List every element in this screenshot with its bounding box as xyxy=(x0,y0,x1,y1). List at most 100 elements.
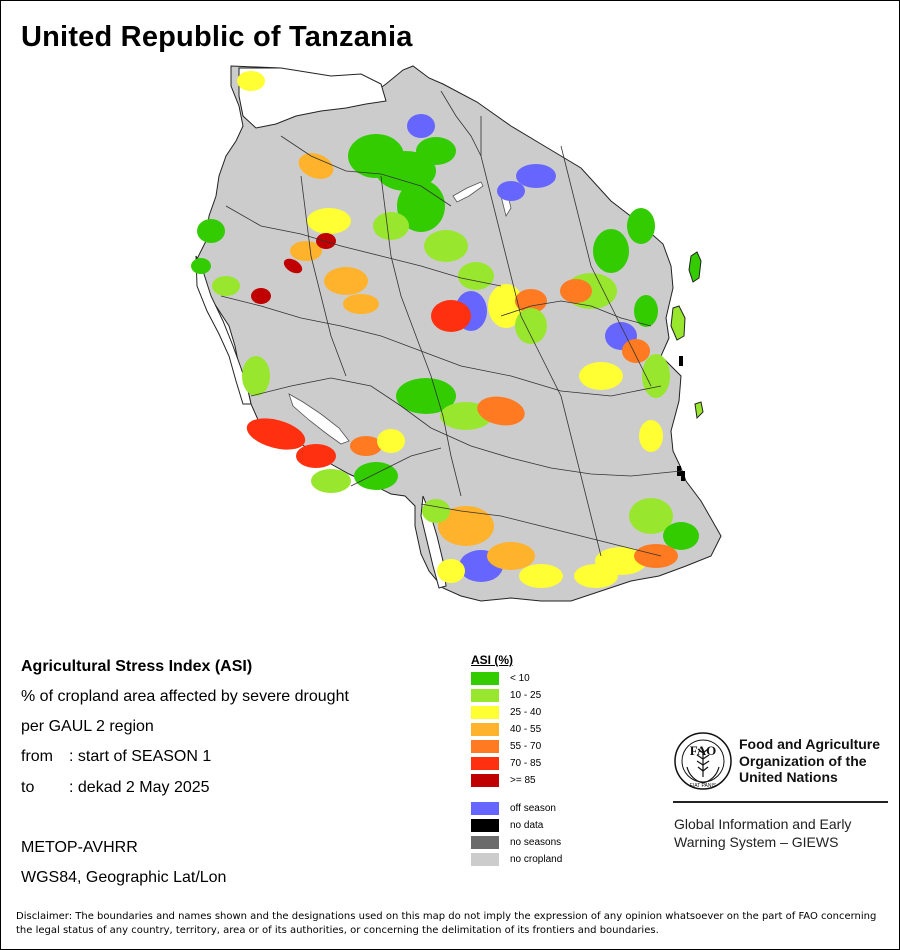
lake-rukwa xyxy=(288,393,350,445)
legend-swatch xyxy=(471,836,499,849)
no-data-patch xyxy=(679,356,683,366)
asi-patch xyxy=(488,284,524,328)
asi-patch xyxy=(290,241,322,261)
asi-patch xyxy=(416,137,456,165)
legend-description: % of cropland area affected by severe dr… xyxy=(21,688,349,705)
legend-label: >= 85 xyxy=(510,775,536,786)
region-boundary xyxy=(380,175,462,497)
asi-patch xyxy=(212,276,240,296)
asi-patch xyxy=(396,378,456,414)
asi-patch xyxy=(422,499,450,523)
asi-patch xyxy=(242,356,270,396)
region-boundary xyxy=(350,447,442,487)
asi-patch xyxy=(354,462,398,490)
period-from-value: : start of SEASON 1 xyxy=(69,748,212,765)
organization-name-line3: United Nations xyxy=(739,769,838,785)
asi-patch xyxy=(373,212,409,240)
asi-patch xyxy=(574,564,618,588)
asi-patch xyxy=(431,300,471,332)
asi-patch xyxy=(237,71,265,91)
legend-swatch xyxy=(471,689,499,702)
region-boundary xyxy=(500,300,652,327)
giews-name-line2: Warning System – GIEWS xyxy=(674,834,839,850)
legend-label: no seasons xyxy=(510,837,562,848)
asi-patch xyxy=(663,522,699,550)
asi-patch xyxy=(407,114,435,138)
legend-label: 55 - 70 xyxy=(510,741,542,752)
legend-label: no cropland xyxy=(510,854,563,865)
asi-patch xyxy=(296,444,336,468)
asi-patch xyxy=(487,542,535,570)
legend-label: no data xyxy=(510,820,544,831)
legend-swatch xyxy=(471,819,499,832)
asi-patch xyxy=(343,294,379,314)
asi-patch xyxy=(497,181,525,201)
asi-patch xyxy=(437,559,465,583)
period-to-label: to xyxy=(21,779,35,796)
pemba-island xyxy=(688,251,702,283)
asi-patch xyxy=(324,267,368,295)
legend-label: < 10 xyxy=(510,673,530,684)
organization-divider xyxy=(673,801,888,803)
mainland-tanzania xyxy=(195,65,722,602)
asi-legend-title: ASI (%) xyxy=(471,653,513,667)
period-from: from: start of SEASON 1 xyxy=(21,748,211,766)
fao-logo-text: FAO xyxy=(690,743,716,758)
asi-patch xyxy=(251,288,271,304)
organization-name-line2: Organization of the xyxy=(739,752,867,769)
asi-patch xyxy=(298,153,334,179)
map-title: United Republic of Tanzania xyxy=(21,21,413,53)
asi-patch xyxy=(593,229,629,273)
legend-swatch xyxy=(471,672,499,685)
asi-patch xyxy=(477,396,525,426)
region-boundary xyxy=(250,377,682,477)
tanzania-asi-map xyxy=(191,65,722,602)
asi-patch xyxy=(307,208,351,234)
region-boundary xyxy=(480,116,602,557)
giews-name-line1: Global Information and Early xyxy=(674,816,852,832)
fao-logo-motto: FIAT PANIS xyxy=(690,783,717,789)
legend-label: 25 - 40 xyxy=(510,707,542,718)
asi-patch xyxy=(283,258,303,274)
asi-patch xyxy=(622,339,650,363)
asi-classified-patches xyxy=(191,71,699,588)
gaul2-boundaries xyxy=(220,90,682,557)
asi-patch xyxy=(634,544,678,568)
legend-swatch xyxy=(471,740,499,753)
legend-swatch xyxy=(471,802,499,815)
legend-label: 70 - 85 xyxy=(510,758,542,769)
organization-name: Food and Agriculture Organization of the… xyxy=(739,736,880,786)
asi-patch xyxy=(350,436,382,456)
asi-patch xyxy=(560,279,592,303)
region-boundary xyxy=(560,145,652,387)
legend-label: 40 - 55 xyxy=(510,724,542,735)
asi-patch xyxy=(634,295,658,327)
region-boundary xyxy=(220,295,662,397)
asi-patch xyxy=(424,230,468,262)
asi-patch xyxy=(438,506,494,546)
region-boundary xyxy=(420,503,662,557)
legend-description-unit: per GAUL 2 region xyxy=(21,718,154,735)
asi-patch xyxy=(629,498,673,534)
asi-patch xyxy=(519,564,563,588)
asi-patch xyxy=(316,233,336,249)
asi-patch xyxy=(191,258,211,274)
mafia-island xyxy=(694,401,704,420)
asi-patch xyxy=(642,354,670,398)
region-boundary xyxy=(300,175,347,377)
disclaimer-text: Disclaimer: The boundaries and names sho… xyxy=(16,911,877,936)
asi-patch xyxy=(397,180,445,232)
legend-label: 10 - 25 xyxy=(510,690,542,701)
no-data-patch xyxy=(681,471,685,481)
period-to-value: : dekad 2 May 2025 xyxy=(69,779,210,796)
legend-swatch xyxy=(471,774,499,787)
period-to: to : dekad 2 May 2025 xyxy=(21,779,210,797)
giews-name: Global Information and Early Warning Sys… xyxy=(674,815,851,851)
asi-patch xyxy=(579,362,623,390)
asi-patch xyxy=(516,164,556,188)
fao-logo-icon: FAO FIAT PANIS xyxy=(674,732,732,790)
asi-patch xyxy=(246,418,306,450)
legend-swatch xyxy=(471,853,499,866)
legend-swatch xyxy=(471,723,499,736)
